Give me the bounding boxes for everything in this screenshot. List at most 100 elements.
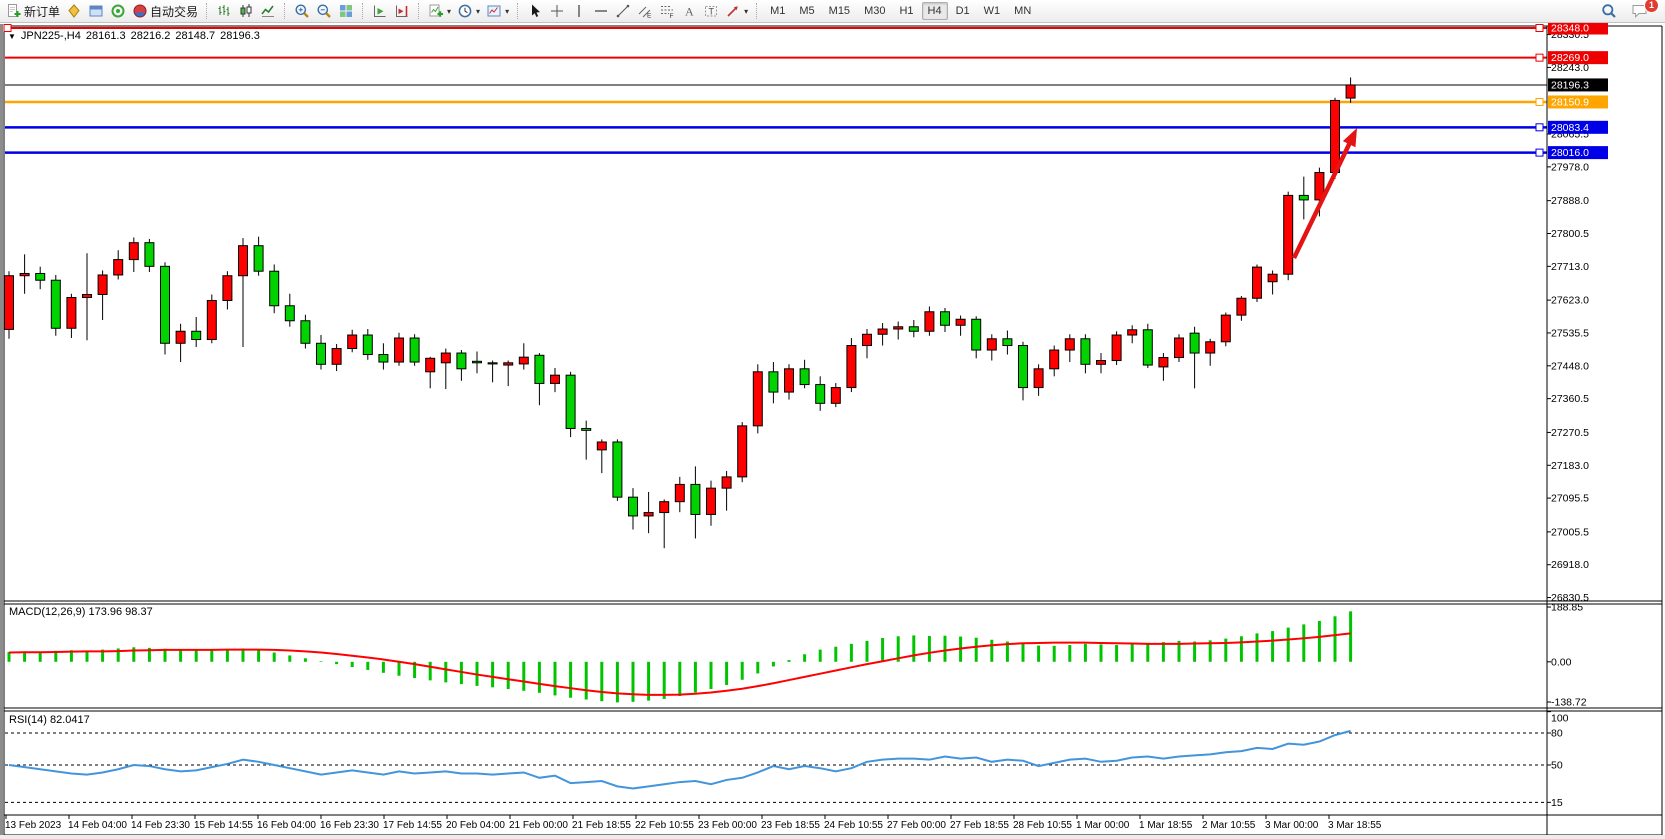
trendline-button[interactable]: [612, 1, 634, 22]
bar-chart-button[interactable]: [213, 1, 235, 22]
arrows-icon: [725, 3, 741, 19]
chart-shift-button[interactable]: [391, 1, 413, 22]
line-chart-button[interactable]: [257, 1, 279, 22]
timeframe-button-m30[interactable]: M30: [864, 5, 886, 17]
macd-plot-area[interactable]: [5, 604, 1547, 708]
main-plot-area[interactable]: [5, 27, 1547, 601]
template-icon: [486, 3, 502, 19]
candle: [347, 334, 358, 350]
candle: [82, 293, 92, 298]
chart-close-value: 28196.3: [220, 30, 260, 42]
candle: [191, 330, 202, 341]
candle: [862, 333, 872, 347]
arrows-button[interactable]: ▾: [722, 1, 751, 22]
candle: [1049, 349, 1060, 370]
fibonacci-button[interactable]: F: [656, 1, 678, 22]
zoom-in-button[interactable]: [291, 1, 313, 22]
candle: [518, 356, 529, 365]
candle: [1127, 329, 1138, 336]
time-tick-label: 2 Mar 10:55: [1202, 820, 1256, 831]
notifications-button[interactable]: 1: [1628, 0, 1659, 22]
price-tick-label: 27005.5: [1551, 526, 1589, 538]
tile-windows-button[interactable]: [335, 1, 357, 22]
cursor-button[interactable]: [524, 1, 546, 22]
vertical-line-button[interactable]: [568, 1, 590, 22]
line-handle[interactable]: [1535, 123, 1544, 132]
line-handle[interactable]: [3, 24, 12, 32]
dropdown-caret-icon[interactable]: ▾: [476, 6, 481, 16]
candle: [503, 362, 514, 366]
dropdown-caret-icon[interactable]: ▾: [447, 6, 452, 16]
price-tick-label: 26918.0: [1551, 559, 1589, 571]
rsi-plot-area[interactable]: [5, 711, 1547, 815]
navigator-button[interactable]: [85, 1, 107, 22]
candle: [316, 342, 326, 365]
vline-icon: [571, 3, 587, 19]
search-button[interactable]: [1598, 1, 1620, 22]
candle: [487, 362, 498, 365]
candle: [238, 245, 248, 277]
candlestick-chart-button[interactable]: [235, 1, 257, 22]
candle: [1096, 360, 1106, 365]
candle: [284, 305, 295, 322]
candle: [1189, 332, 1200, 354]
macd-signal-line: [8, 632, 1351, 696]
text-button[interactable]: A: [678, 1, 700, 22]
candle: [1267, 273, 1278, 283]
symbol-dropdown-icon[interactable]: ▼: [8, 31, 16, 41]
text-label-button[interactable]: T: [700, 1, 722, 22]
timeframe-button-h4[interactable]: H4: [921, 2, 948, 20]
autotrade-button[interactable]: 自动交易: [129, 1, 201, 22]
market-watch-button[interactable]: [63, 1, 85, 22]
candle: [971, 318, 982, 351]
terminal-button[interactable]: [107, 1, 129, 22]
price-badge-label: 28269.0: [1551, 52, 1589, 64]
zoom-in-icon: [294, 3, 310, 19]
svg-text:A: A: [685, 5, 694, 19]
chart-title-bar: ▼ JPN225-,H4 28161.3 28216.2 28148.7 281…: [8, 30, 260, 42]
horizontal-line-button[interactable]: [590, 1, 612, 22]
dropdown-caret-icon[interactable]: ▾: [505, 6, 510, 16]
line-handle[interactable]: [1535, 24, 1544, 32]
rsi-axis-label: 100: [1551, 713, 1569, 725]
candlesticks: [4, 77, 1356, 549]
trend-arrow-annotation[interactable]: [1291, 128, 1357, 259]
line-handle[interactable]: [1535, 97, 1544, 106]
timeframe-button-mn[interactable]: MN: [1014, 5, 1032, 17]
toolbar-separator: [206, 3, 208, 19]
timeframe-button-m15[interactable]: M15: [828, 5, 851, 17]
dropdown-caret-icon[interactable]: ▾: [744, 6, 749, 16]
auto-scroll-button[interactable]: [369, 1, 391, 22]
cursor-icon: [527, 3, 543, 19]
timeframe-button-w1[interactable]: W1: [983, 5, 1001, 17]
line-handle[interactable]: [1535, 53, 1544, 62]
candle: [1283, 194, 1294, 275]
timeframe-button-d1[interactable]: D1: [955, 5, 970, 17]
candle: [50, 279, 61, 329]
periods-button[interactable]: ▾: [454, 1, 483, 22]
new-order-button[interactable]: 新订单: [3, 1, 63, 22]
candle: [940, 311, 950, 326]
candle: [1220, 314, 1231, 343]
candle: [35, 272, 46, 281]
rsi-indicator-label: RSI(14) 82.0417: [9, 714, 90, 726]
timeframe-button-h1[interactable]: H1: [899, 5, 914, 17]
price-tick-label: 27095.5: [1551, 493, 1589, 505]
candle: [1142, 329, 1153, 366]
candle: [1158, 357, 1169, 368]
zoom-out-button[interactable]: [313, 1, 335, 22]
candle: [253, 245, 264, 272]
channel-icon: E: [637, 3, 653, 19]
timeframe-button-m1[interactable]: M1: [770, 5, 786, 17]
candle: [565, 374, 576, 429]
chart-open-value: 28161.3: [85, 30, 126, 42]
indicators-button[interactable]: ▾: [425, 1, 454, 22]
crosshair-button[interactable]: [546, 1, 568, 22]
equidistant-channel-button[interactable]: E: [634, 1, 656, 22]
templates-button[interactable]: ▾: [483, 1, 512, 22]
time-tick-label: 28 Feb 10:55: [1013, 820, 1072, 831]
autotrade-button-label: 自动交易: [150, 4, 199, 19]
timeframe-button-m5[interactable]: M5: [799, 5, 815, 17]
macd-indicator-label: MACD(12,26,9) 173.96 98.37: [9, 606, 153, 618]
line-handle[interactable]: [1535, 148, 1544, 157]
